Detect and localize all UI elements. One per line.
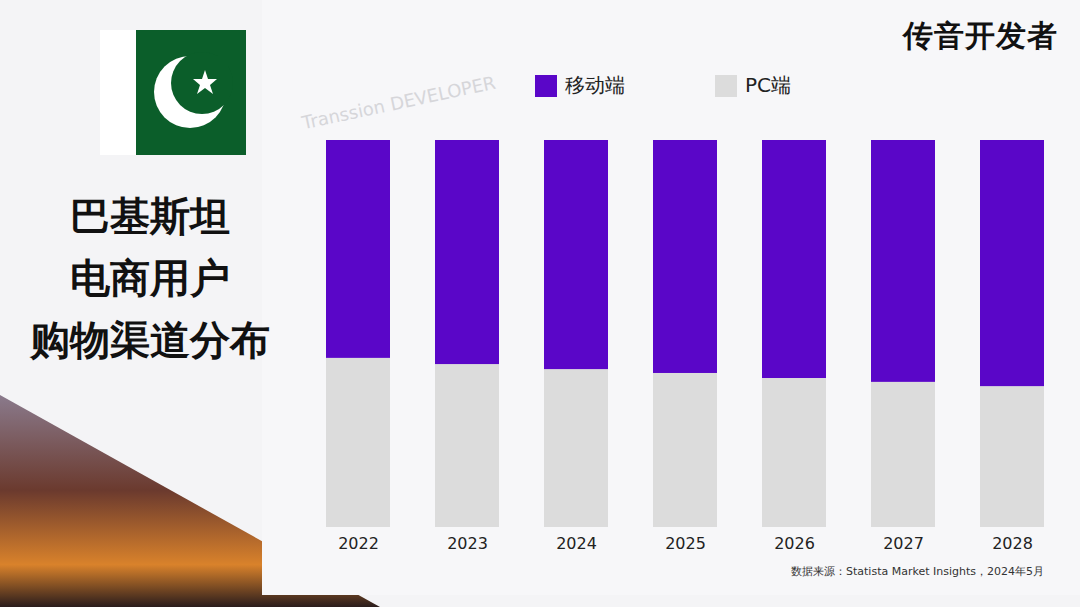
- svg-text:2024: 2024: [556, 534, 597, 553]
- svg-text:2026: 2026: [774, 534, 815, 553]
- html-text:电商用户: 电商用户: [70, 255, 230, 301]
- html-text:巴基斯坦: 巴基斯坦: [70, 193, 230, 239]
- svg-text:2028: 2028: [992, 534, 1033, 553]
- html-text:移动端: 移动端: [565, 73, 625, 97]
- svg-text:2025: 2025: [665, 534, 706, 553]
- html-text:数据来源：Statista Market Insights，: 数据来源：Statista Market Insights，2024年5月: [791, 565, 1044, 578]
- html-text:Transsion DEVELOPER: Transsion DEVELOPER: [300, 71, 498, 134]
- html-text:购物渠道分布: 购物渠道分布: [30, 317, 270, 363]
- svg-text:2023: 2023: [447, 534, 488, 553]
- svg-text:2022: 2022: [338, 534, 379, 553]
- html-text:PC端: PC端: [745, 73, 791, 97]
- svg-text:2027: 2027: [883, 534, 924, 553]
- html-text:传音开发者: 传音开发者: [903, 18, 1058, 53]
